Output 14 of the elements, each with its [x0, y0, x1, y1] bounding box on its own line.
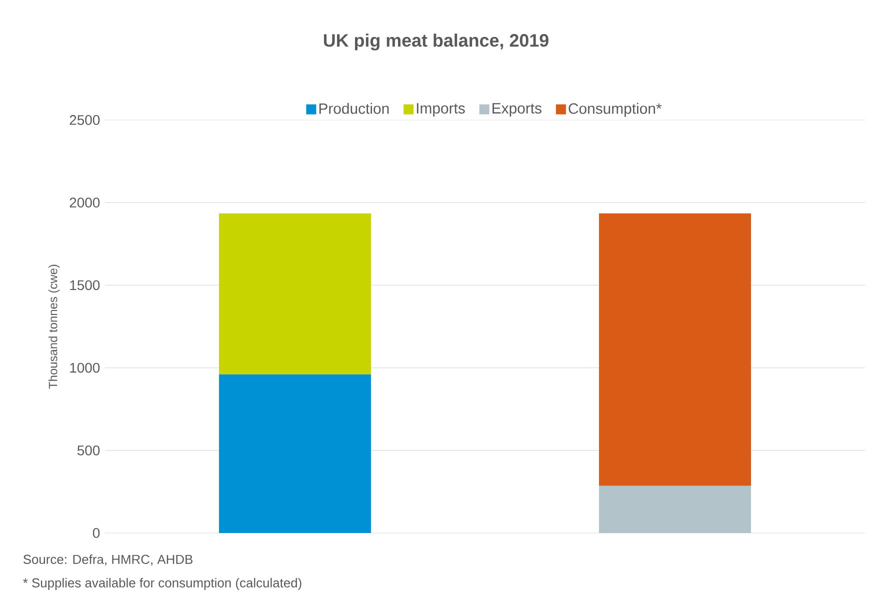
- y-tick-label: 2500: [70, 115, 100, 126]
- y-tick-label: 500: [77, 446, 100, 456]
- legend-label: Exports: [492, 103, 542, 117]
- y-tick-label: 1000: [70, 363, 100, 373]
- y-axis-title: Thousand tonnes (cwe): [48, 264, 60, 389]
- legend-label: Imports: [416, 103, 465, 117]
- y-tick-label: 2000: [70, 198, 100, 208]
- text: * Supplies available for consumption (calculated): [23, 578, 302, 590]
- y-tick-label: 0: [92, 528, 100, 538]
- legend-label: Production: [319, 103, 389, 114]
- y-tick-label: 1500: [70, 280, 100, 290]
- legend-label: Consumption*: [568, 103, 662, 117]
- source-note: Source: Defra, HMRC, AHDB: [23, 554, 192, 566]
- chart-title: UK pig meat balance, 2019: [324, 34, 548, 51]
